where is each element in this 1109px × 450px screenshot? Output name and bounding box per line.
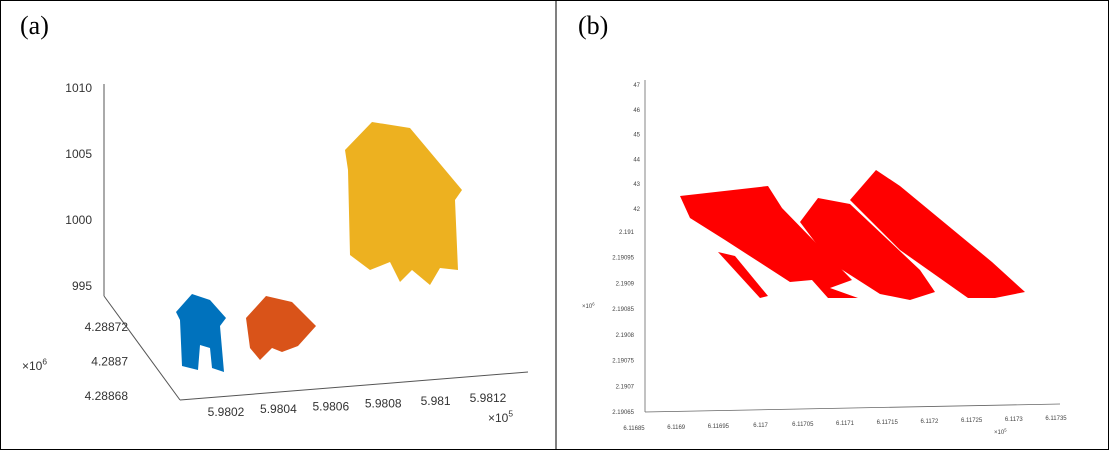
x-tick-label: 5.9804 [260, 402, 297, 416]
panel-label: (a) [20, 11, 49, 40]
x-tick-label: 6.11725 [961, 418, 983, 424]
multiplier: ×106 [582, 301, 595, 310]
z-tick-label: 45 [633, 133, 640, 139]
z-tick-label: 42 [633, 207, 640, 213]
axes-a [103, 84, 529, 401]
x-tick-label: 6.11695 [708, 424, 730, 430]
axes-b [644, 80, 1061, 413]
x-tick-label: 6.1171 [836, 421, 855, 427]
x-tick-label: 6.1173 [1005, 417, 1024, 423]
point-cloud [176, 294, 226, 372]
y-tick-label: 2.1909 [616, 281, 635, 287]
x-tick-label: 6.11705 [792, 422, 814, 428]
multiplier-exp: 6 [592, 301, 595, 306]
x-tick-label: 6.11735 [1045, 416, 1067, 422]
z-tick-label: 1000 [65, 213, 92, 227]
point-cloud [246, 296, 316, 360]
x-tick-label: 6.11715 [877, 420, 899, 426]
z-tick-label: 44 [633, 157, 640, 163]
x-tick-label: 5.9808 [365, 397, 402, 411]
multiplier-exp: 5 [508, 409, 513, 419]
multiplier-exp: 5 [1004, 427, 1007, 432]
point-cloud [680, 170, 1025, 300]
y-tick-label: 2.1908 [616, 333, 635, 339]
multiplier: ×105 [488, 409, 513, 425]
multiplier-exp: 6 [42, 357, 47, 367]
z-tick-label: 43 [633, 182, 640, 188]
z-tick-label: 995 [72, 279, 92, 293]
panel-label: (b) [578, 11, 608, 40]
y-tick-label: 4.28872 [85, 320, 129, 334]
x-tick-label: 5.9806 [312, 399, 349, 413]
point-cloud [345, 122, 462, 285]
multiplier-base: ×10 [994, 430, 1005, 436]
z-tick-label: 46 [633, 108, 640, 114]
y-tick-label: 2.19095 [612, 256, 634, 262]
x-tick-label: 5.981 [421, 394, 451, 408]
multiplier-base: ×10 [22, 359, 43, 373]
y-tick-label: 4.28868 [85, 389, 129, 403]
y-tick-label: 2.1907 [616, 384, 635, 390]
x-tick-label: 6.117 [753, 423, 768, 429]
y-tick-label: 2.19065 [612, 410, 634, 416]
multiplier: ×106 [22, 357, 47, 373]
x-tick-label: 5.9802 [208, 405, 245, 419]
x-tick-label: 6.11685 [623, 426, 645, 432]
y-tick-label: 4.2887 [91, 355, 128, 369]
y-tick-label: 2.191 [619, 230, 635, 236]
multiplier-base: ×10 [582, 304, 593, 310]
y-tick-label: 2.19085 [612, 307, 634, 313]
y-tick-label: 2.19075 [612, 359, 634, 365]
z-tick-label: 1010 [65, 81, 92, 95]
x-tick-label: 6.1172 [920, 419, 939, 425]
x-tick-label: 6.1169 [667, 425, 686, 431]
z-tick-label: 1005 [65, 147, 92, 161]
multiplier-base: ×10 [488, 411, 509, 425]
multiplier: ×105 [994, 427, 1007, 436]
x-tick-label: 5.9812 [470, 391, 507, 405]
z-tick-label: 47 [633, 83, 640, 89]
